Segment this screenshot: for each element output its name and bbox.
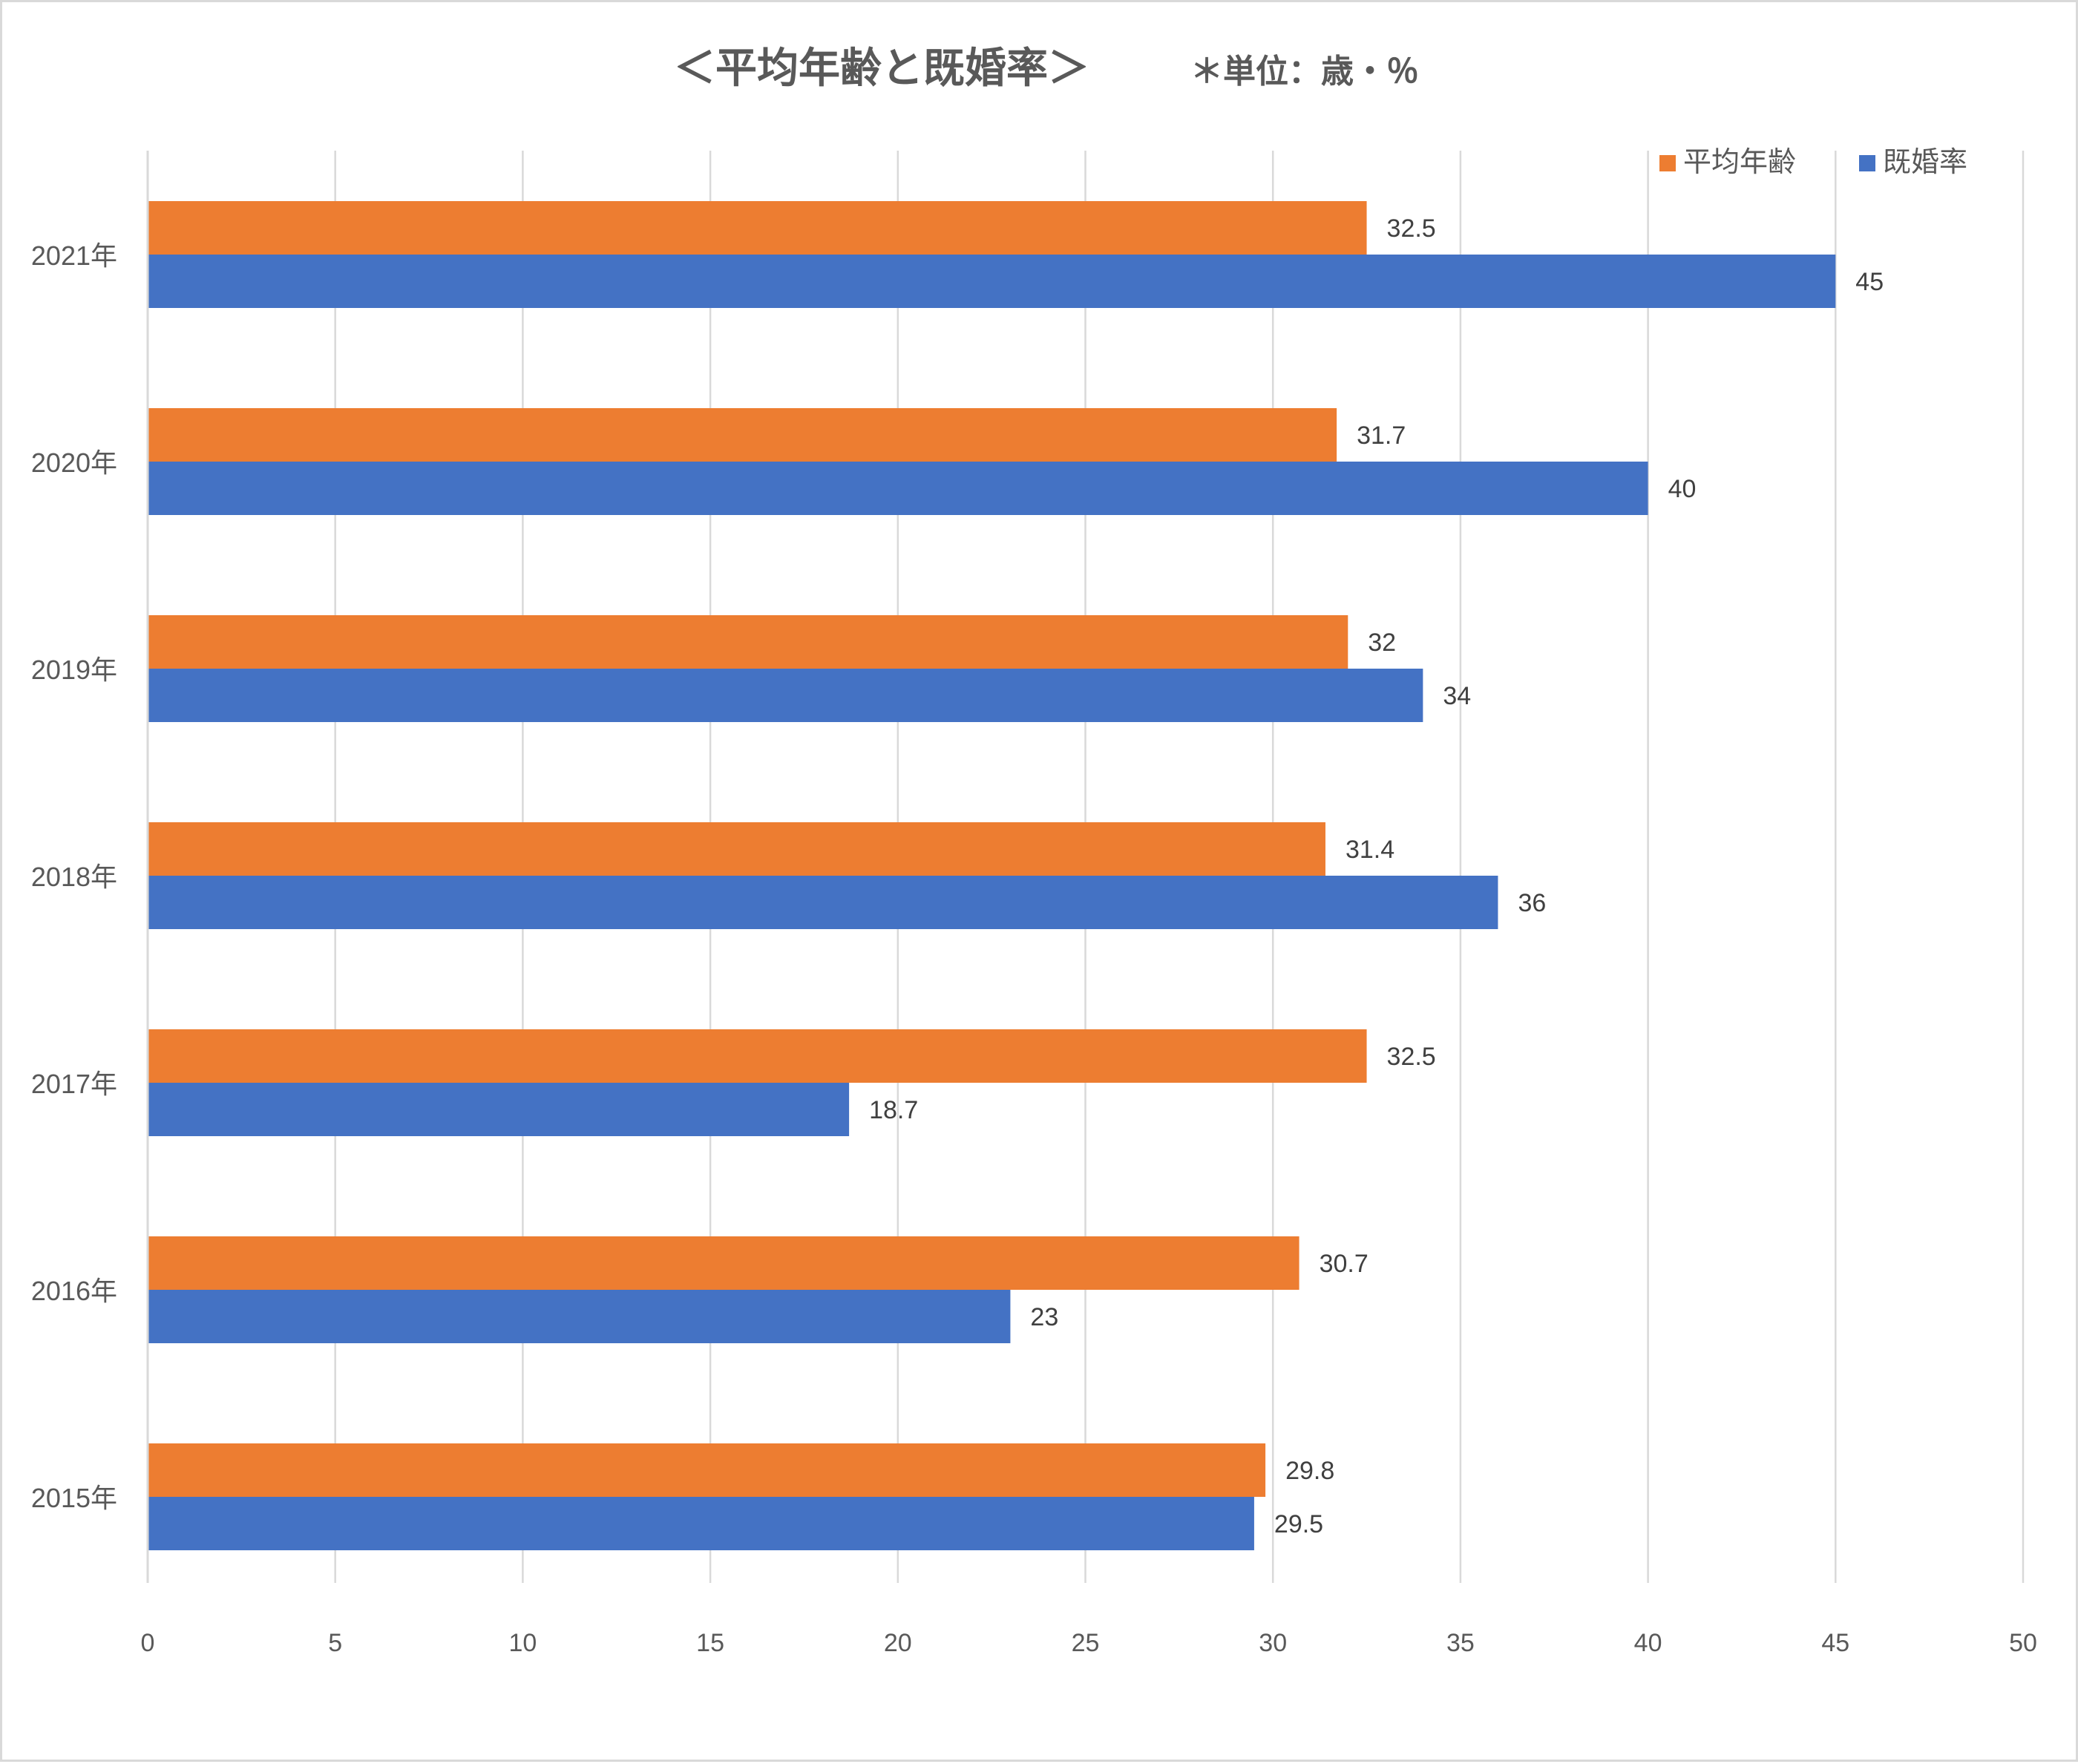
legend-swatch-0 <box>1659 155 1676 171</box>
data-label: 31.4 <box>1346 836 1394 864</box>
bar-age-1 <box>148 408 1337 462</box>
data-label: 23 <box>1030 1303 1058 1331</box>
data-label: 29.5 <box>1274 1510 1323 1538</box>
bar-married-6 <box>148 1497 1254 1550</box>
data-label: 40 <box>1668 475 1697 503</box>
bar-age-6 <box>148 1443 1266 1497</box>
y-category-label: 2019年 <box>31 655 117 685</box>
data-label: 34 <box>1443 682 1471 710</box>
x-tick-label: 35 <box>1446 1629 1475 1657</box>
x-tick-label: 20 <box>884 1629 912 1657</box>
bar-age-4 <box>148 1029 1367 1083</box>
x-tick-label: 30 <box>1259 1629 1287 1657</box>
bar-married-5 <box>148 1290 1011 1343</box>
x-tick-label: 0 <box>141 1629 155 1657</box>
data-label: 18.7 <box>869 1096 918 1124</box>
y-category-label: 2017年 <box>31 1069 117 1099</box>
bar-married-3 <box>148 876 1498 929</box>
data-label: 36 <box>1518 889 1546 917</box>
legend-label-1: 既婚率 <box>1883 145 1967 178</box>
x-tick-label: 40 <box>1634 1629 1662 1657</box>
axes: 0 5 10 15 20 25 30 35 40 45 50 2021年 2020年 2019年 2018年… <box>31 151 2037 1657</box>
data-label: 29.8 <box>1285 1457 1334 1485</box>
x-tick-label: 50 <box>2009 1629 2037 1657</box>
chart-title: ＜平均年齢と既婚率＞ <box>674 45 1089 93</box>
bar-age-3 <box>148 822 1325 876</box>
data-label: 32.5 <box>1387 214 1436 243</box>
legend: 平均年齢 既婚率 <box>1659 145 1967 178</box>
data-label: 30.7 <box>1320 1250 1369 1278</box>
legend-label-0: 平均年齢 <box>1683 145 1796 178</box>
x-tick-label: 25 <box>1072 1629 1100 1657</box>
bar-age-2 <box>148 615 1348 669</box>
bar-age-0 <box>148 201 1367 255</box>
legend-swatch-1 <box>1859 155 1875 171</box>
data-label: 45 <box>1855 268 1884 296</box>
y-category-label: 2020年 <box>31 447 117 478</box>
y-category-label: 2021年 <box>31 240 117 271</box>
bar-married-4 <box>148 1083 850 1136</box>
bar-married-1 <box>148 462 1648 515</box>
x-tick-label: 15 <box>696 1629 724 1657</box>
data-label: 32 <box>1368 629 1396 657</box>
bar-married-0 <box>148 255 1836 308</box>
bars <box>148 201 1836 1550</box>
y-category-label: 2015年 <box>31 1483 117 1513</box>
data-label: 32.5 <box>1387 1043 1436 1071</box>
x-tick-label: 5 <box>328 1629 342 1657</box>
chart-subtitle: ＊単位：歳・％ <box>1190 53 1419 91</box>
y-category-label: 2016年 <box>31 1276 117 1306</box>
x-tick-label: 45 <box>1821 1629 1849 1657</box>
x-tick-label: 10 <box>508 1629 537 1657</box>
data-label: 31.7 <box>1357 422 1406 450</box>
bar-age-5 <box>148 1236 1299 1290</box>
bar-married-2 <box>148 669 1423 722</box>
data-labels: 32.5 45 31.7 40 32 34 31.4 36 32.5 18.7 30.7 23 29.8… <box>869 214 1884 1538</box>
y-category-label: 2018年 <box>31 862 117 892</box>
